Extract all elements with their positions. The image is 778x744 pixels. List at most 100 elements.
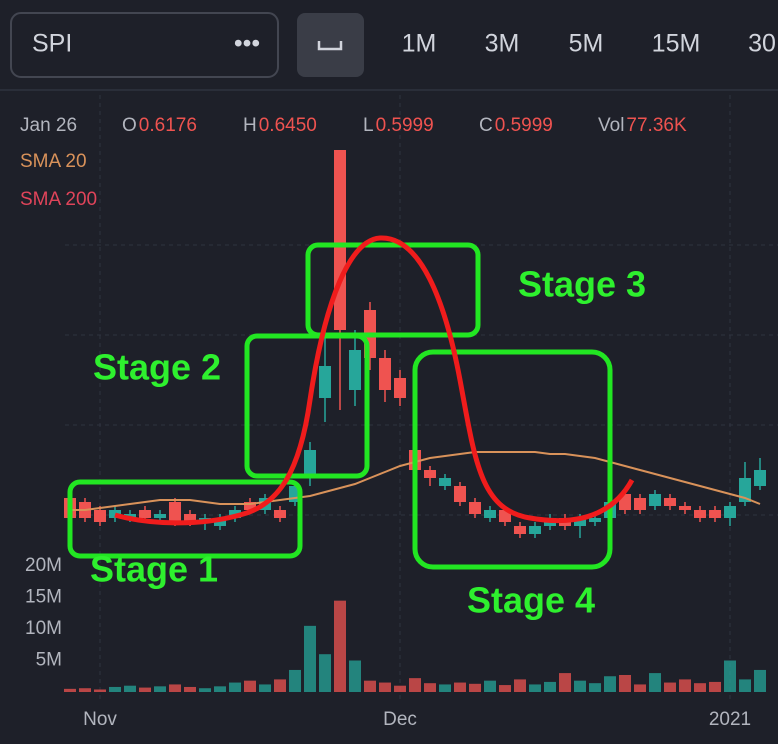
- candle-body: [484, 510, 496, 518]
- candle-body: [304, 450, 316, 478]
- annotations: [67, 235, 635, 570]
- legend-label: H: [243, 115, 257, 136]
- candle-body: [379, 358, 391, 390]
- volume-bar: [424, 683, 436, 692]
- symbol-input[interactable]: [10, 12, 279, 78]
- volume-bar: [229, 682, 241, 692]
- volume-bar: [409, 678, 421, 692]
- x-tick-label: 2021: [709, 709, 751, 730]
- candle-body: [214, 518, 226, 526]
- chart-type-button[interactable]: [297, 13, 364, 77]
- volume-bar: [364, 680, 376, 692]
- stage-label: Stage 4: [467, 580, 595, 621]
- legend-value: 0.5999: [376, 115, 434, 136]
- legend-value: 0.5999: [495, 115, 553, 136]
- stage-label: Stage 2: [93, 347, 221, 388]
- candle-body: [349, 350, 361, 390]
- candle-body: [454, 486, 466, 502]
- volume-bar: [64, 688, 76, 692]
- volume-bar: [349, 660, 361, 692]
- trend-curve: [114, 235, 635, 526]
- candle-body: [439, 478, 451, 486]
- grid: [65, 244, 778, 516]
- volume-bar: [739, 679, 751, 692]
- timeframe-button[interactable]: 3M: [485, 30, 520, 58]
- legend-date: Jan 26: [20, 115, 77, 136]
- volume-bar: [259, 684, 271, 692]
- symbol: SPI: [32, 30, 72, 58]
- candle-body: [274, 510, 286, 518]
- candle-body: [244, 502, 256, 510]
- chart-type-icon: [317, 41, 343, 51]
- volume-bar: [379, 682, 391, 692]
- candle-body: [469, 502, 481, 514]
- candle-body: [574, 518, 586, 526]
- volume-bar: [484, 680, 496, 692]
- volume-bar: [514, 679, 526, 692]
- volume-bar: [394, 685, 406, 692]
- volume-bar: [124, 685, 136, 692]
- legend-label: C: [479, 115, 493, 136]
- stage-box: [67, 479, 303, 559]
- volume-bar: [634, 684, 646, 692]
- candle-body: [139, 510, 151, 518]
- legend-sma200: SMA 200: [20, 189, 97, 210]
- timeframe-button[interactable]: 5M: [569, 30, 604, 58]
- volume-bar: [94, 689, 106, 692]
- volume-bar: [154, 686, 166, 692]
- candle-body: [334, 150, 346, 330]
- volume-bar: [529, 684, 541, 692]
- stage-box: [305, 242, 481, 338]
- legend-label: O: [122, 115, 137, 136]
- volume-bar: [244, 680, 256, 692]
- candle-body: [649, 494, 661, 506]
- more-button[interactable]: •••: [234, 30, 260, 58]
- candle-body: [529, 526, 541, 534]
- volume-bar: [454, 682, 466, 692]
- candle-body: [724, 506, 736, 518]
- candle-body: [694, 510, 706, 518]
- candle-body: [154, 514, 166, 518]
- legend-label: Vol: [598, 115, 624, 136]
- volume-tick-label: 15M: [25, 587, 62, 608]
- volume-bar: [319, 654, 331, 692]
- candle-body: [514, 526, 526, 534]
- stage-label: Stage 3: [518, 264, 646, 305]
- x-tick-label: Dec: [383, 709, 417, 730]
- volume-bar: [289, 669, 301, 692]
- volume-bar: [664, 682, 676, 692]
- volume-bar: [184, 686, 196, 692]
- volume-bar: [139, 687, 151, 692]
- candle-body: [589, 518, 601, 522]
- volume-bar: [334, 600, 346, 692]
- candle-body: [754, 470, 766, 486]
- legend-label: L: [363, 115, 374, 136]
- timeframe-button[interactable]: 15M: [652, 30, 701, 58]
- volume-bar: [649, 673, 661, 692]
- volume-bar: [694, 683, 706, 692]
- legend-value: 0.6176: [139, 115, 197, 136]
- volume-bar: [109, 686, 121, 692]
- timeframes: 1M 3M 5M 15M 30: [402, 30, 776, 58]
- volume-bar: [589, 683, 601, 692]
- candle-body: [664, 498, 676, 506]
- volume-bar: [679, 679, 691, 692]
- volume-tick-label: 10M: [25, 618, 62, 639]
- stage-box: [412, 349, 613, 570]
- volume-bar: [724, 660, 736, 692]
- timeframe-button[interactable]: 1M: [402, 30, 437, 58]
- volume-bar: [604, 676, 616, 692]
- volume-tick-label: 20M: [25, 555, 62, 576]
- volume-bar: [274, 679, 286, 692]
- candle-body: [109, 510, 121, 518]
- candle-body: [709, 510, 721, 518]
- volume-bar: [574, 680, 586, 692]
- volume-bar: [439, 684, 451, 692]
- candle-body: [424, 470, 436, 478]
- timeframe-button[interactable]: 30: [748, 30, 776, 58]
- candle-body: [319, 366, 331, 398]
- volume-bar: [469, 683, 481, 692]
- candle-body: [679, 506, 691, 510]
- candle-body: [94, 510, 106, 522]
